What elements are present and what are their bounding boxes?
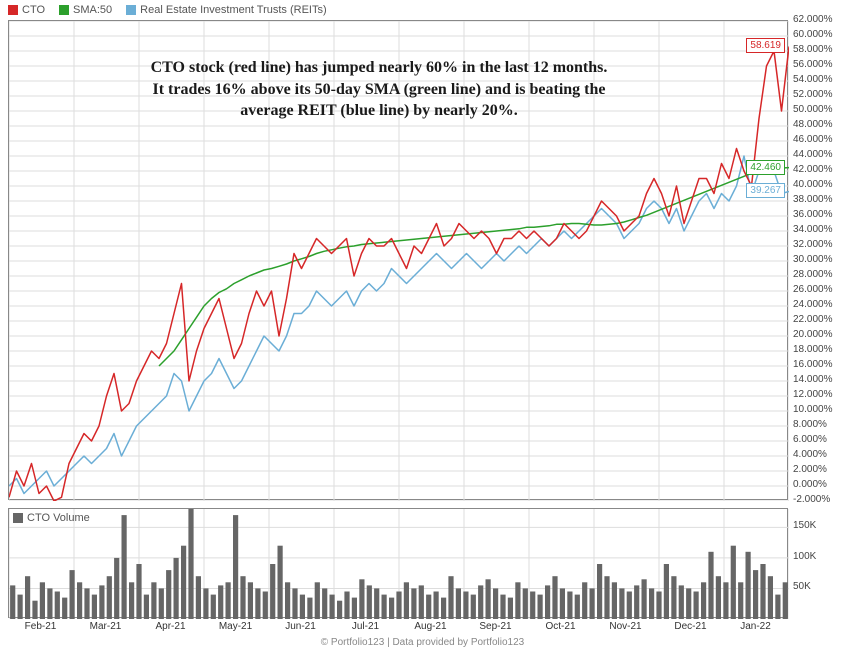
y-tick-label: 50.000% bbox=[793, 104, 832, 115]
x-tick-label: Nov-21 bbox=[609, 621, 641, 632]
volume-y-labels: 50K 100K 150K bbox=[793, 508, 843, 618]
x-tick-label: Apr-21 bbox=[155, 621, 185, 632]
y-tick-label: 12.000% bbox=[793, 389, 832, 400]
y-tick-label: 22.000% bbox=[793, 314, 832, 325]
legend-item-reit: Real Estate Investment Trusts (REITs) bbox=[126, 4, 326, 16]
chart-container: CTO SMA:50 Real Estate Investment Trusts… bbox=[0, 0, 845, 650]
y-tick-label: 60.000% bbox=[793, 29, 832, 40]
x-tick-label: May-21 bbox=[219, 621, 252, 632]
y-axis-labels: -2.000%0.000%2.000%4.000%6.000%8.000%10.… bbox=[793, 20, 843, 500]
y-tick-label: 28.000% bbox=[793, 269, 832, 280]
volume-y-tick-label: 100K bbox=[793, 551, 816, 562]
legend-item-cto: CTO bbox=[8, 4, 45, 16]
y-tick-label: 48.000% bbox=[793, 119, 832, 130]
y-tick-label: 42.000% bbox=[793, 164, 832, 175]
y-tick-label: 56.000% bbox=[793, 59, 832, 70]
y-tick-label: 36.000% bbox=[793, 209, 832, 220]
y-tick-label: 0.000% bbox=[793, 479, 827, 490]
volume-legend: CTO Volume bbox=[13, 512, 90, 524]
y-tick-label: 18.000% bbox=[793, 344, 832, 355]
y-tick-label: 4.000% bbox=[793, 449, 827, 460]
x-tick-label: Jul-21 bbox=[352, 621, 379, 632]
legend: CTO SMA:50 Real Estate Investment Trusts… bbox=[8, 4, 327, 16]
y-tick-label: 20.000% bbox=[793, 329, 832, 340]
volume-y-tick-label: 50K bbox=[793, 581, 811, 592]
legend-swatch bbox=[59, 5, 69, 15]
x-tick-label: Oct-21 bbox=[545, 621, 575, 632]
y-tick-label: 38.000% bbox=[793, 194, 832, 205]
x-tick-label: Dec-21 bbox=[674, 621, 706, 632]
y-tick-label: 10.000% bbox=[793, 404, 832, 415]
x-tick-label: Feb-21 bbox=[25, 621, 57, 632]
x-axis-labels: Feb-21 Mar-21 Apr-21 May-21 Jun-21 Jul-21 Aug-… bbox=[8, 621, 788, 635]
y-tick-label: 24.000% bbox=[793, 299, 832, 310]
y-tick-label: -2.000% bbox=[793, 494, 830, 505]
legend-swatch bbox=[8, 5, 18, 15]
chart-annotation: CTO stock (red line) has jumped nearly 6… bbox=[59, 57, 699, 122]
y-tick-label: 52.000% bbox=[793, 89, 832, 100]
x-tick-label: Sep-21 bbox=[479, 621, 511, 632]
legend-swatch bbox=[13, 513, 23, 523]
volume-y-tick-label: 150K bbox=[793, 520, 816, 531]
y-tick-label: 14.000% bbox=[793, 374, 832, 385]
volume-chart[interactable]: CTO Volume bbox=[8, 508, 788, 618]
annotation-line: CTO stock (red line) has jumped nearly 6… bbox=[59, 57, 699, 79]
legend-item-sma: SMA:50 bbox=[59, 4, 112, 16]
series-end-label: 42.460 bbox=[746, 160, 785, 175]
y-tick-label: 40.000% bbox=[793, 179, 832, 190]
legend-swatch bbox=[126, 5, 136, 15]
main-price-chart[interactable]: CTO stock (red line) has jumped nearly 6… bbox=[8, 20, 788, 500]
y-tick-label: 6.000% bbox=[793, 434, 827, 445]
x-tick-label: Aug-21 bbox=[414, 621, 446, 632]
series-end-label: 58.619 bbox=[746, 38, 785, 53]
annotation-line: average REIT (blue line) by nearly 20%. bbox=[59, 100, 699, 122]
legend-label: SMA:50 bbox=[73, 4, 112, 16]
y-tick-label: 34.000% bbox=[793, 224, 832, 235]
legend-label: Real Estate Investment Trusts (REITs) bbox=[140, 4, 326, 16]
x-tick-label: Mar-21 bbox=[90, 621, 122, 632]
y-tick-label: 2.000% bbox=[793, 464, 827, 475]
y-tick-label: 8.000% bbox=[793, 419, 827, 430]
volume-chart-svg bbox=[9, 509, 789, 619]
y-tick-label: 44.000% bbox=[793, 149, 832, 160]
legend-label: CTO bbox=[22, 4, 45, 16]
y-tick-label: 16.000% bbox=[793, 359, 832, 370]
y-tick-label: 32.000% bbox=[793, 239, 832, 250]
y-tick-label: 46.000% bbox=[793, 134, 832, 145]
chart-footer: © Portfolio123 | Data provided by Portfo… bbox=[0, 637, 845, 648]
y-tick-label: 62.000% bbox=[793, 14, 832, 25]
y-tick-label: 54.000% bbox=[793, 74, 832, 85]
x-tick-label: Jan-22 bbox=[740, 621, 771, 632]
volume-legend-label: CTO Volume bbox=[27, 512, 90, 524]
x-tick-label: Jun-21 bbox=[285, 621, 316, 632]
y-tick-label: 58.000% bbox=[793, 44, 832, 55]
annotation-line: It trades 16% above its 50-day SMA (gree… bbox=[59, 79, 699, 101]
y-tick-label: 26.000% bbox=[793, 284, 832, 295]
y-tick-label: 30.000% bbox=[793, 254, 832, 265]
series-end-label: 39.267 bbox=[746, 183, 785, 198]
